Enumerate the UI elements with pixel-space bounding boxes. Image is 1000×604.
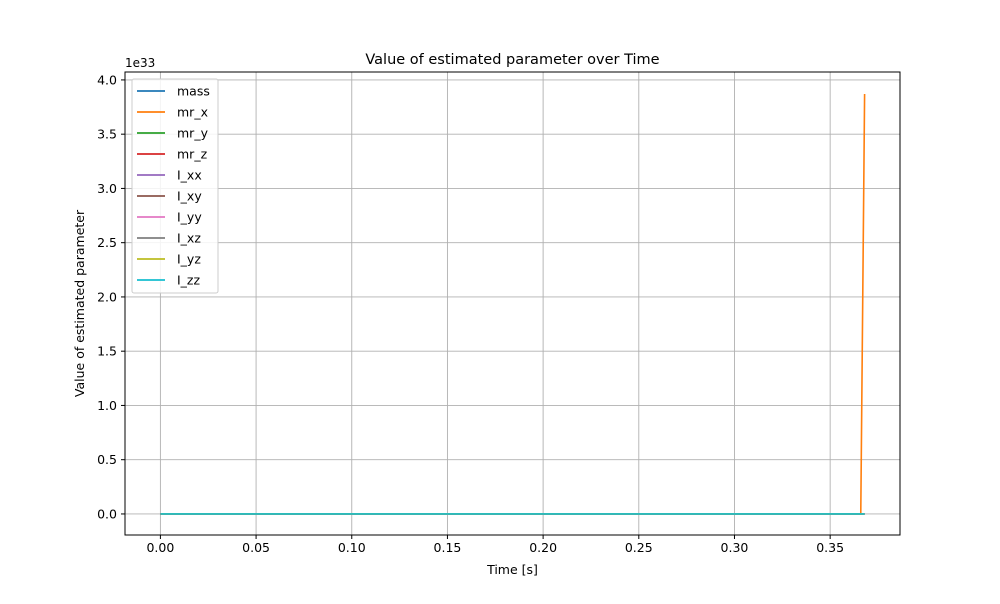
x-axis-ticks: 0.00 0.05 0.10 0.15 0.20 0.25 0.30 0.35 xyxy=(146,535,844,555)
y-tick-label: 2.5 xyxy=(97,235,117,250)
legend-label: I_zz xyxy=(177,273,200,288)
x-tick-label: 0.05 xyxy=(242,540,270,555)
x-tick-label: 0.30 xyxy=(721,540,749,555)
legend-label: mass xyxy=(177,84,210,99)
y-tick-label: 1.5 xyxy=(97,344,117,359)
legend-label: mr_x xyxy=(177,105,208,120)
y-tick-label: 0.5 xyxy=(97,452,117,467)
y-axis-ticks: 0.0 0.5 1.0 1.5 2.0 2.5 3.0 3.5 4.0 xyxy=(97,72,125,521)
legend-label: I_xy xyxy=(177,189,202,204)
legend-label: I_xz xyxy=(177,231,201,246)
y-offset-label: 1e33 xyxy=(125,56,155,70)
y-tick-label: 1.0 xyxy=(97,398,117,413)
legend: mass mr_x mr_y mr_z I_xx I_xy I_yy I_xz I_yz I_zz xyxy=(131,78,219,294)
x-tick-label: 0.20 xyxy=(529,540,557,555)
chart-title: Value of estimated parameter over Time xyxy=(365,52,659,68)
legend-label: mr_y xyxy=(177,126,209,141)
legend-label: I_yz xyxy=(177,252,201,267)
legend-label: mr_z xyxy=(177,147,208,162)
legend-label: I_xx xyxy=(177,168,202,183)
y-tick-label: 0.0 xyxy=(97,506,117,521)
y-tick-label: 3.5 xyxy=(97,127,117,142)
y-tick-label: 4.0 xyxy=(97,72,117,87)
y-tick-label: 2.0 xyxy=(97,289,117,304)
x-tick-label: 0.10 xyxy=(338,540,366,555)
x-tick-label: 0.15 xyxy=(434,540,462,555)
y-axis-label: Value of estimated parameter xyxy=(72,209,87,397)
x-tick-label: 0.00 xyxy=(146,540,174,555)
x-tick-label: 0.35 xyxy=(816,540,844,555)
y-tick-label: 3.0 xyxy=(97,181,117,196)
legend-label: I_yy xyxy=(177,210,202,225)
x-axis-label: Time [s] xyxy=(486,562,538,577)
plot-frame xyxy=(124,71,901,536)
series-lines xyxy=(160,94,866,515)
x-tick-label: 0.25 xyxy=(625,540,653,555)
